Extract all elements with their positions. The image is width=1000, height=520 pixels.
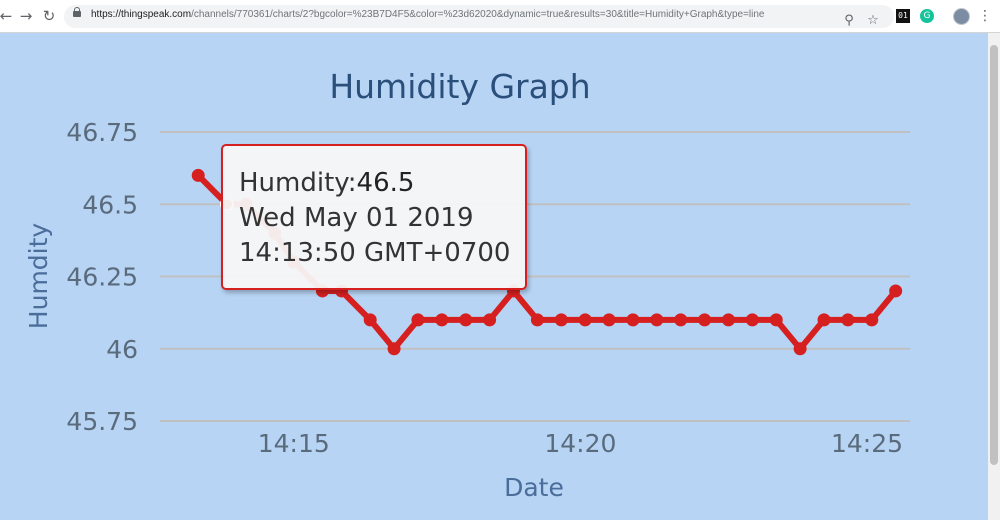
tooltip-date: Wed May 01 2019	[239, 203, 474, 233]
forward-icon[interactable]: →	[19, 7, 33, 25]
data-point[interactable]	[769, 313, 783, 327]
y-axis-label: Humdity	[24, 223, 53, 330]
x-tick-label: 14:20	[544, 429, 616, 458]
grammarly-extension-icon[interactable]: G	[920, 9, 934, 23]
tooltip-time: 14:13:50 GMT+0700	[239, 238, 511, 268]
data-point[interactable]	[363, 313, 377, 327]
y-tick-label: 45.75	[66, 407, 138, 436]
data-point[interactable]	[698, 313, 712, 327]
data-point[interactable]	[483, 313, 497, 327]
tooltip-value: 46.5	[356, 168, 415, 198]
x-tick-label: 14:15	[258, 429, 330, 458]
data-point[interactable]	[817, 313, 831, 327]
more-menu-icon[interactable]: ⋮	[978, 8, 992, 24]
reload-icon[interactable]: ↻	[42, 7, 56, 25]
scrollbar-thumb[interactable]	[990, 45, 998, 465]
data-point[interactable]	[602, 313, 616, 327]
chart-title: Humidity Graph	[329, 67, 590, 106]
y-tick-label: 46.25	[66, 263, 138, 292]
tooltip-series-label: Humdity:	[239, 168, 357, 198]
extension-01-icon[interactable]: 01	[896, 9, 910, 23]
url-host: https://thingspeak.com	[91, 9, 192, 20]
url-text: https://thingspeak.com/channels/770361/c…	[91, 9, 764, 20]
tooltip-value-line: Humdity:46.5	[239, 166, 525, 201]
data-point[interactable]	[650, 313, 664, 327]
profile-avatar[interactable]	[953, 8, 970, 25]
data-point[interactable]	[626, 313, 640, 327]
data-point[interactable]	[745, 313, 759, 327]
data-point[interactable]	[578, 313, 592, 327]
y-tick-label: 46.75	[66, 118, 138, 147]
x-axis-label: Date	[504, 473, 564, 502]
address-bar[interactable]: https://thingspeak.com/channels/770361/c…	[64, 5, 894, 28]
data-point[interactable]	[459, 313, 473, 327]
y-tick-label: 46	[106, 335, 138, 364]
x-tick-label: 14:25	[831, 429, 903, 458]
data-point-tooltip: Humdity:46.5 Wed May 01 2019 14:13:50 GM…	[221, 144, 527, 290]
data-point[interactable]	[721, 313, 735, 327]
data-point[interactable]	[435, 313, 449, 327]
data-point[interactable]	[793, 342, 807, 356]
data-point[interactable]	[411, 313, 425, 327]
data-point[interactable]	[387, 342, 401, 356]
data-point[interactable]	[674, 313, 688, 327]
y-tick-label: 46.5	[82, 190, 138, 219]
data-point[interactable]	[841, 313, 855, 327]
y-axis-ticks: 46.75 46.5 46.25 46 45.75	[66, 118, 138, 436]
bookmark-star-icon[interactable]: ☆	[867, 13, 879, 28]
lock-icon	[73, 7, 81, 17]
browser-toolbar: ← → ↻ https://thingspeak.com/channels/77…	[0, 0, 1000, 33]
page-scrollbar[interactable]	[988, 33, 1000, 520]
data-point[interactable]	[865, 313, 879, 327]
data-point[interactable]	[889, 284, 903, 298]
data-point[interactable]	[530, 313, 544, 327]
x-axis-ticks: 14:15 14:20 14:25	[258, 429, 903, 458]
data-point[interactable]	[191, 168, 205, 182]
url-path: /channels/770361/charts/2?bgcolor=%23B7D…	[191, 9, 765, 20]
data-point[interactable]	[554, 313, 568, 327]
zoom-icon[interactable]: ⚲	[844, 13, 854, 28]
back-icon[interactable]: ←	[0, 7, 13, 25]
